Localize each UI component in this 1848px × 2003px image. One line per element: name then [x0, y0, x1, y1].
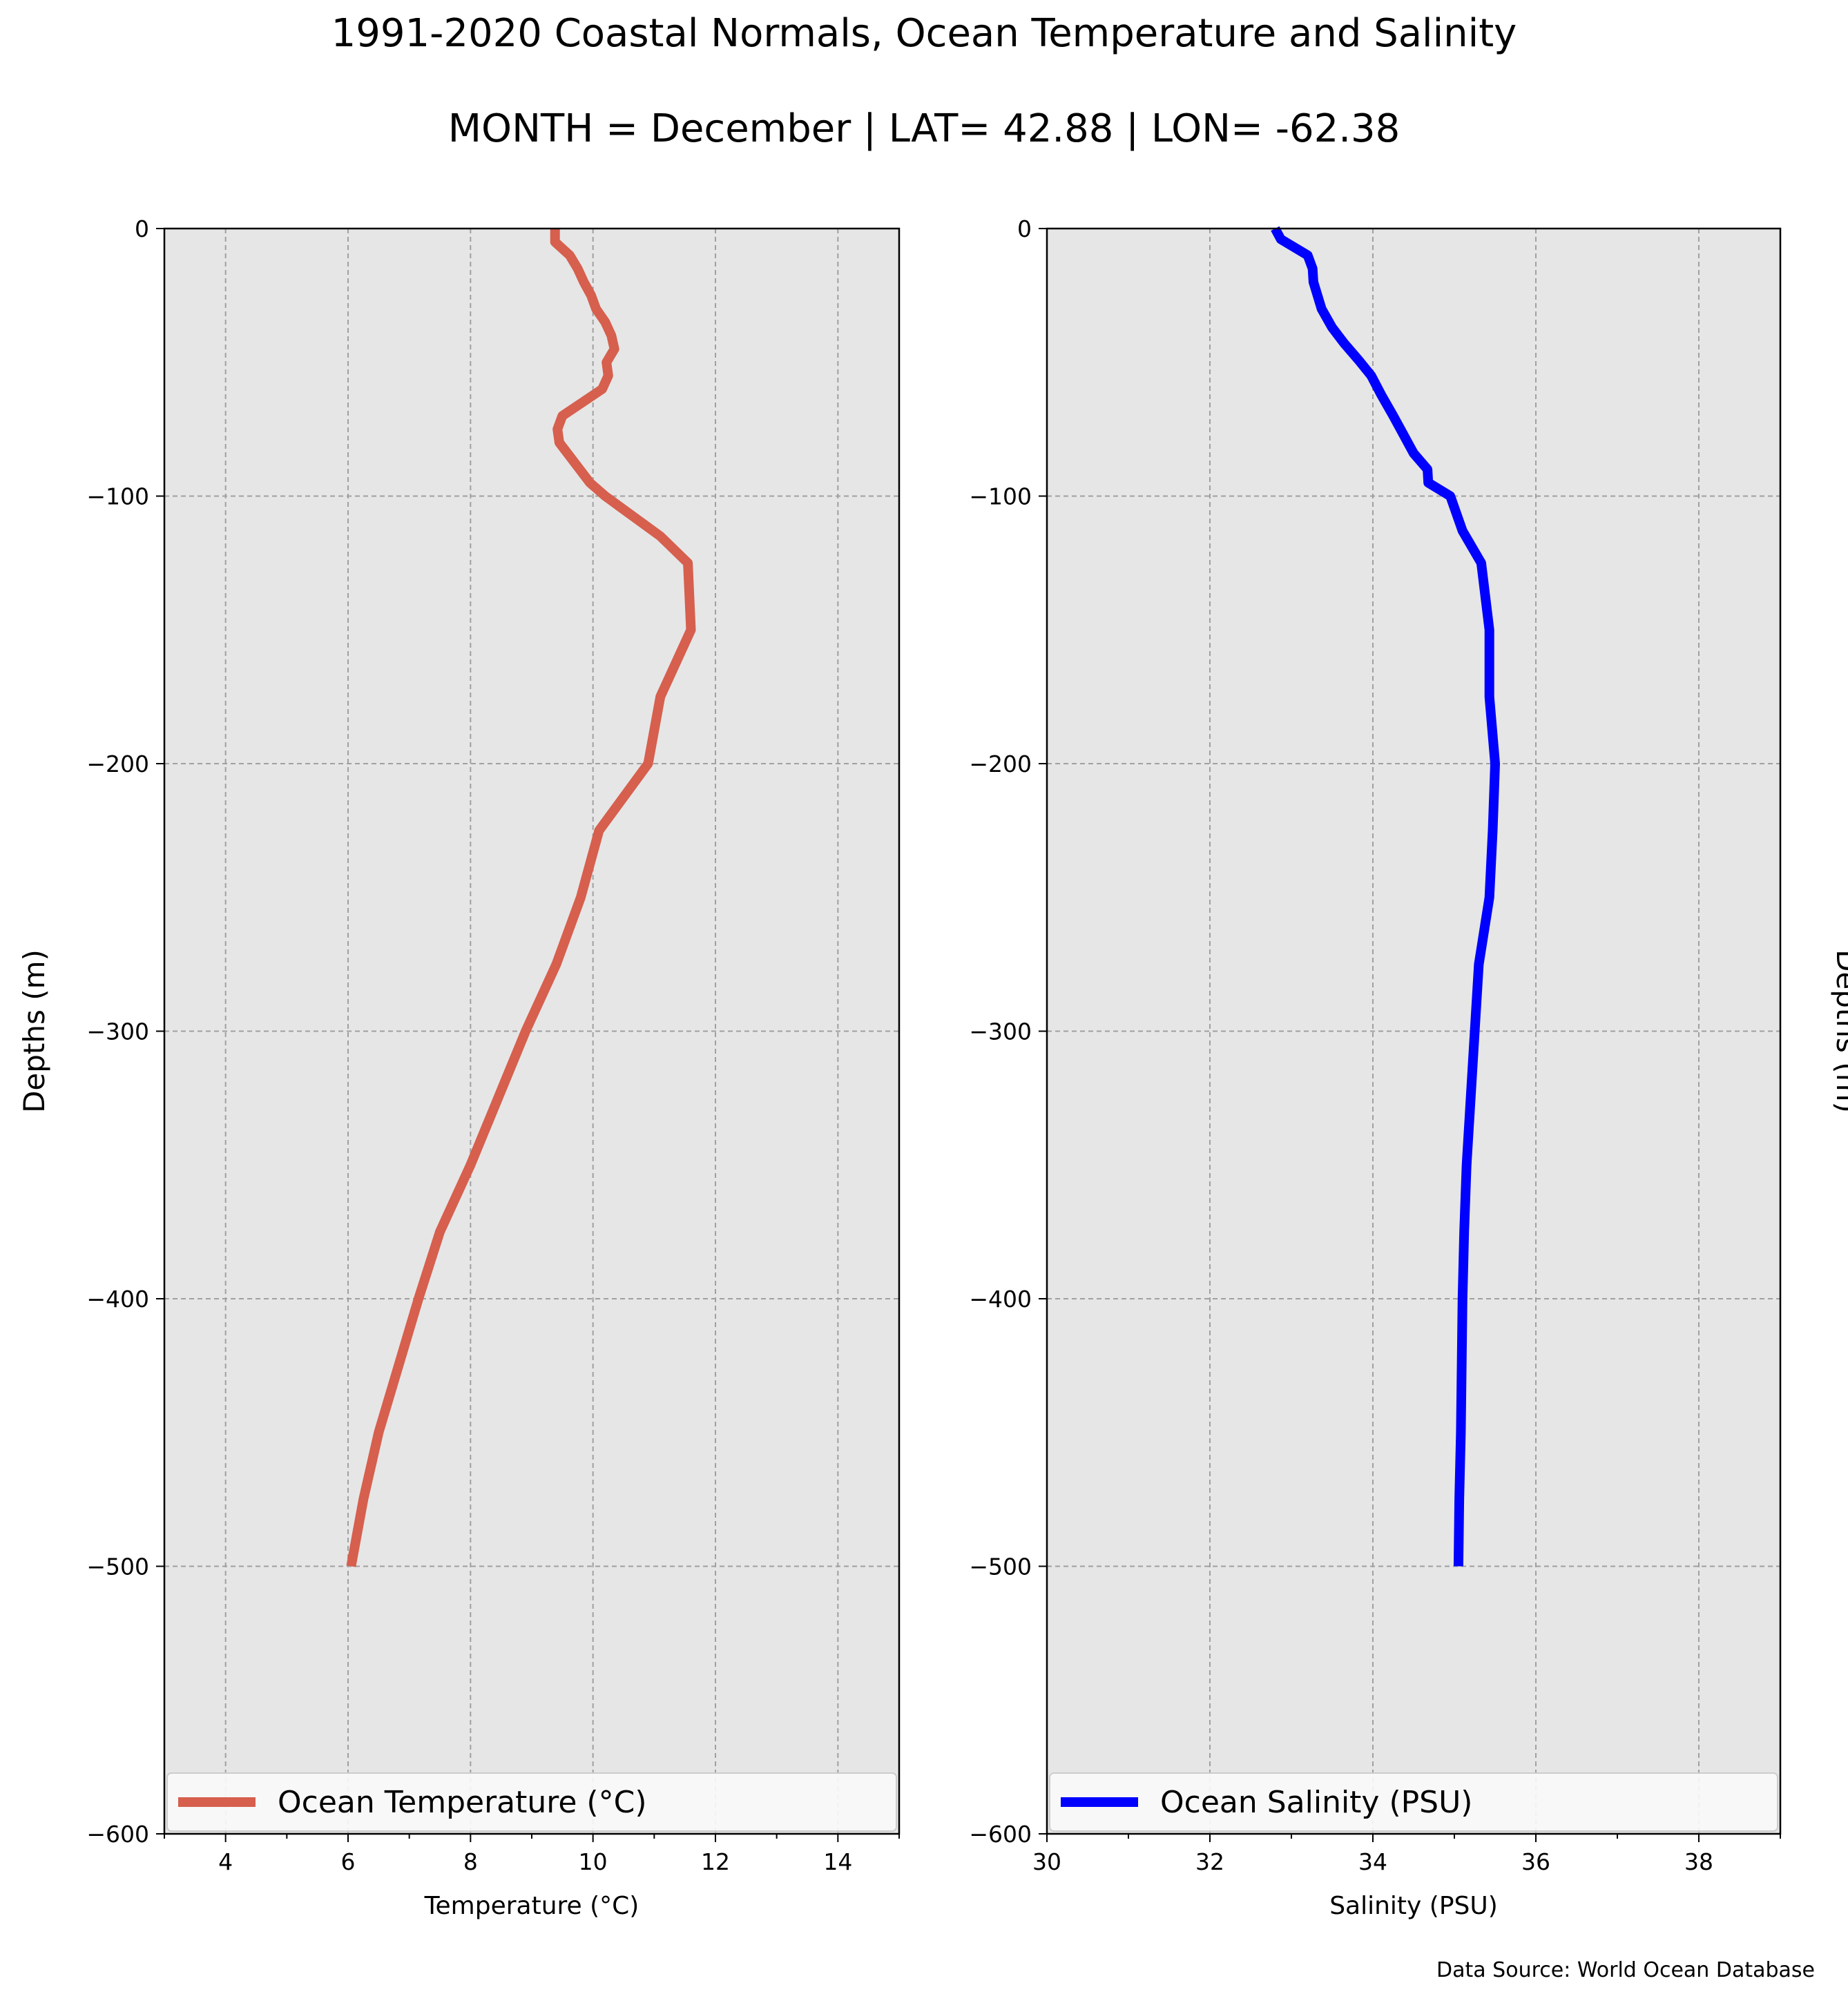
y-tick-label: −300: [969, 1018, 1032, 1045]
series-line-temperature: [346, 229, 696, 1567]
x-axis-label: Salinity (PSU): [1329, 1892, 1498, 1920]
legend-box: [1049, 1772, 1778, 1832]
x-tick-label: 32: [1195, 1848, 1224, 1875]
legend-label: Ocean Salinity (PSU): [1160, 1785, 1472, 1820]
chart-subtitle: MONTH = December | LAT= 42.88 | LON= -62…: [447, 106, 1401, 151]
x-tick-label: 12: [701, 1848, 730, 1875]
y-tick-label: −400: [86, 1286, 149, 1313]
y-tick-label: −300: [86, 1018, 149, 1045]
legend-box: [166, 1772, 897, 1832]
x-tick-label: 6: [341, 1848, 356, 1875]
series-line-salinity: [1271, 226, 1500, 1567]
x-tick-label: 14: [823, 1848, 852, 1875]
y-tick-label: −400: [969, 1286, 1032, 1313]
legend: Ocean Salinity (PSU): [1049, 1772, 1778, 1832]
x-tick-label: 8: [463, 1848, 478, 1875]
x-tick-label: 36: [1521, 1848, 1550, 1875]
data-source-note: Data Source: World Ocean Database: [1436, 1958, 1815, 1982]
y-tick-label: −500: [86, 1554, 149, 1580]
y-tick-label: −100: [969, 483, 1032, 510]
temperature-panel: Ocean Temperature (°C) 4 6 8 10 12 14 0 −100 −200…: [17, 215, 901, 1920]
y-tick-label: −600: [86, 1821, 149, 1848]
x-tick-label: 38: [1684, 1848, 1713, 1875]
legend-label: Ocean Temperature (°C): [278, 1785, 647, 1820]
x-tick-label: 10: [579, 1848, 608, 1875]
y-tick-label: 0: [1017, 215, 1032, 242]
y-tick-label: −600: [969, 1821, 1032, 1848]
salinity-panel: Ocean Salinity (PSU) 30 32 34 36 38 0 −100 −200 −…: [969, 215, 1848, 1920]
x-axis-label: Temperature (°C): [424, 1892, 639, 1920]
x-tick-label: 30: [1032, 1848, 1061, 1875]
chart-title: 1991-2020 Coastal Normals, Ocean Tempera…: [331, 11, 1517, 56]
x-tick-label: 34: [1358, 1848, 1387, 1875]
y-axis-label: Depths (m): [17, 949, 51, 1113]
x-tick-label: 4: [218, 1848, 233, 1875]
y-tick-label: −200: [969, 751, 1032, 777]
y-tick-label: −200: [86, 751, 149, 777]
y-tick-label: 0: [135, 215, 149, 242]
y-axis-label: Depths (m): [1830, 949, 1848, 1113]
y-tick-label: −500: [969, 1554, 1032, 1580]
y-tick-label: −100: [86, 483, 149, 510]
legend: Ocean Temperature (°C): [166, 1772, 897, 1832]
